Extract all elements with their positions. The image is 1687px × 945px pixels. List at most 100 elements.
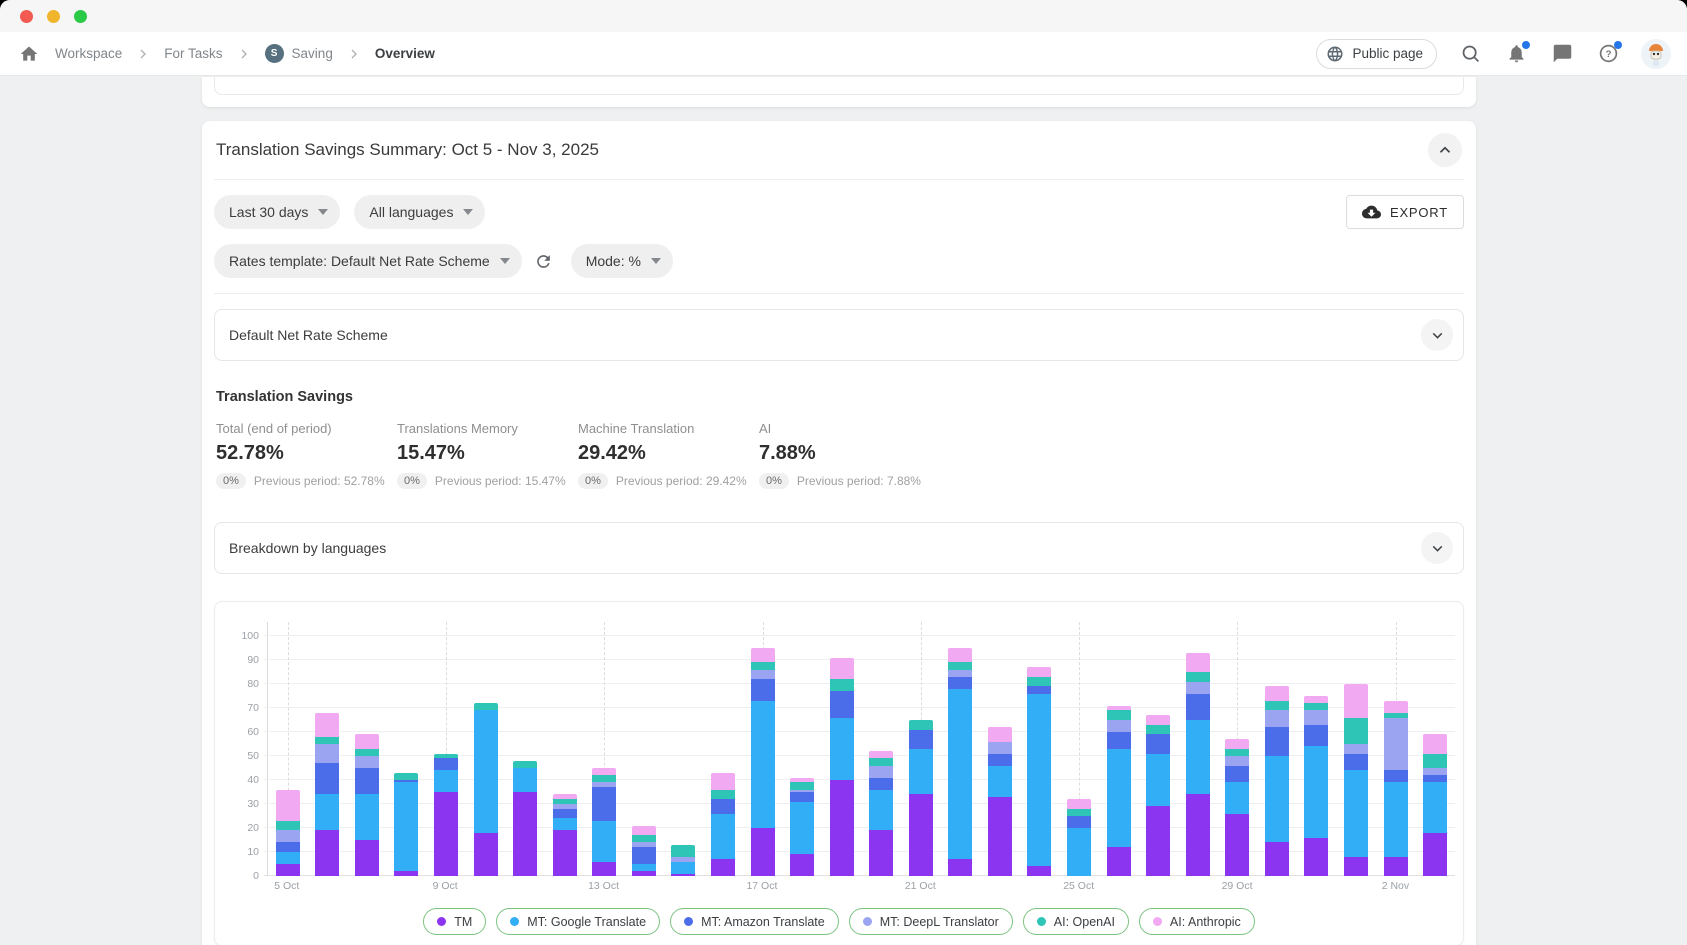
notifications-bell-icon[interactable] bbox=[1503, 41, 1529, 67]
chart-bar-slot bbox=[466, 622, 506, 876]
home-icon[interactable] bbox=[16, 41, 42, 67]
legend-item[interactable]: AI: Anthropic bbox=[1139, 908, 1255, 935]
stacked-bar[interactable] bbox=[948, 648, 972, 876]
bar-segment bbox=[711, 790, 735, 800]
stacked-bar[interactable] bbox=[632, 826, 656, 876]
stacked-bar[interactable] bbox=[830, 658, 854, 876]
rates-template-dropdown[interactable]: Rates template: Default Net Rate Scheme bbox=[214, 244, 522, 278]
bar-segment bbox=[1384, 701, 1408, 713]
stacked-bar[interactable] bbox=[1423, 734, 1447, 876]
bar-segment bbox=[1225, 814, 1249, 876]
expand-rate-scheme-button[interactable] bbox=[1421, 319, 1453, 351]
breadcrumb-label: Saving bbox=[292, 46, 333, 61]
breadcrumb-label: For Tasks bbox=[164, 46, 222, 61]
bar-segment bbox=[1107, 847, 1131, 876]
user-avatar[interactable] bbox=[1641, 39, 1671, 69]
stacked-bar[interactable] bbox=[553, 794, 577, 876]
zoom-window-button[interactable] bbox=[74, 10, 87, 23]
legend-item[interactable]: MT: Amazon Translate bbox=[670, 908, 839, 935]
bar-segment bbox=[1304, 696, 1328, 703]
expand-breakdown-button[interactable] bbox=[1421, 532, 1453, 564]
stacked-bar[interactable] bbox=[394, 773, 418, 876]
export-button[interactable]: EXPORT bbox=[1346, 195, 1464, 229]
stacked-bar[interactable] bbox=[1384, 701, 1408, 876]
bar-segment bbox=[988, 754, 1012, 766]
chart-bar-slot bbox=[1257, 622, 1297, 876]
stacked-bar[interactable] bbox=[1304, 696, 1328, 876]
chevron-down-icon bbox=[1429, 540, 1446, 557]
stacked-bar[interactable] bbox=[751, 648, 775, 876]
mode-dropdown[interactable]: Mode: % bbox=[571, 244, 673, 278]
chart-bar-slot bbox=[426, 622, 466, 876]
help-icon[interactable]: ? bbox=[1595, 41, 1621, 67]
bar-segment bbox=[988, 797, 1012, 876]
languages-chart-card: 0102030405060708090100 5 Oct9 Oct13 Oct1… bbox=[214, 601, 1464, 945]
stacked-bar[interactable] bbox=[276, 790, 300, 876]
bar-segment bbox=[1107, 720, 1131, 732]
refresh-button[interactable] bbox=[534, 252, 553, 271]
stacked-bar[interactable] bbox=[355, 734, 379, 876]
stacked-bar[interactable] bbox=[434, 754, 458, 876]
stacked-bar[interactable] bbox=[869, 751, 893, 876]
stacked-bar[interactable] bbox=[711, 773, 735, 876]
bar-segment bbox=[1304, 838, 1328, 876]
page-background: Translation Savings Summary: Oct 5 - Nov… bbox=[0, 77, 1687, 945]
x-axis-tick-label bbox=[1019, 880, 1059, 892]
stacked-bar[interactable] bbox=[1027, 667, 1051, 876]
breadcrumb-item-saving[interactable]: S Saving bbox=[265, 44, 333, 63]
stacked-bar[interactable] bbox=[1344, 684, 1368, 876]
bar-segment bbox=[1067, 816, 1091, 828]
y-axis-tick-label: 80 bbox=[247, 678, 259, 690]
languages-dropdown[interactable]: All languages bbox=[354, 195, 485, 229]
bar-segment bbox=[671, 845, 695, 857]
bar-segment bbox=[948, 670, 972, 677]
chart-bar-slot bbox=[1415, 622, 1455, 876]
legend-item[interactable]: AI: OpenAI bbox=[1023, 908, 1129, 935]
bar-segment bbox=[276, 830, 300, 842]
chat-icon[interactable] bbox=[1549, 41, 1575, 67]
bar-segment bbox=[711, 799, 735, 813]
legend-label: MT: Google Translate bbox=[527, 915, 646, 929]
stacked-bar[interactable] bbox=[1107, 706, 1131, 876]
date-range-dropdown[interactable]: Last 30 days bbox=[214, 195, 340, 229]
breadcrumb-item-for-tasks[interactable]: For Tasks bbox=[164, 46, 222, 61]
stacked-bar[interactable] bbox=[1265, 686, 1289, 876]
chevron-down-icon bbox=[500, 258, 510, 264]
breadcrumb-label: Overview bbox=[375, 46, 435, 61]
legend-item[interactable]: MT: Google Translate bbox=[496, 908, 660, 935]
legend-item[interactable]: MT: DeepL Translator bbox=[849, 908, 1013, 935]
bar-segment bbox=[711, 814, 735, 860]
legend-item[interactable]: TM bbox=[423, 908, 486, 935]
stacked-bar[interactable] bbox=[592, 768, 616, 876]
stacked-bar[interactable] bbox=[671, 845, 695, 876]
stacked-bar[interactable] bbox=[1186, 653, 1210, 876]
chart-bars bbox=[268, 622, 1455, 876]
stacked-bar[interactable] bbox=[1067, 799, 1091, 876]
bar-segment bbox=[751, 701, 775, 828]
close-window-button[interactable] bbox=[20, 10, 33, 23]
breadcrumb-item-workspace[interactable]: Workspace bbox=[55, 46, 122, 61]
previous-period-text: Previous period: 15.47% bbox=[435, 474, 566, 488]
notification-badge-dot bbox=[1522, 41, 1530, 49]
filter-row-1: Last 30 days All languages EXPORT bbox=[214, 195, 1464, 229]
bar-segment bbox=[1067, 809, 1091, 816]
minimize-window-button[interactable] bbox=[47, 10, 60, 23]
stacked-bar[interactable] bbox=[474, 703, 498, 876]
x-axis-tick-label: 9 Oct bbox=[425, 880, 465, 892]
stacked-bar[interactable] bbox=[513, 761, 537, 876]
stacked-bar[interactable] bbox=[909, 720, 933, 876]
bar-segment bbox=[869, 766, 893, 778]
bar-segment bbox=[1027, 686, 1051, 693]
bar-segment bbox=[988, 742, 1012, 754]
stacked-bar[interactable] bbox=[790, 778, 814, 876]
legend-color-dot bbox=[437, 917, 446, 926]
collapse-summary-button[interactable] bbox=[1428, 133, 1462, 167]
stacked-bar[interactable] bbox=[1146, 715, 1170, 876]
public-page-button[interactable]: Public page bbox=[1316, 39, 1437, 69]
search-icon[interactable] bbox=[1457, 41, 1483, 67]
breadcrumb-item-overview[interactable]: Overview bbox=[375, 46, 435, 61]
stacked-bar[interactable] bbox=[1225, 739, 1249, 876]
stacked-bar[interactable] bbox=[315, 713, 339, 876]
bar-segment bbox=[711, 773, 735, 790]
stacked-bar[interactable] bbox=[988, 727, 1012, 876]
